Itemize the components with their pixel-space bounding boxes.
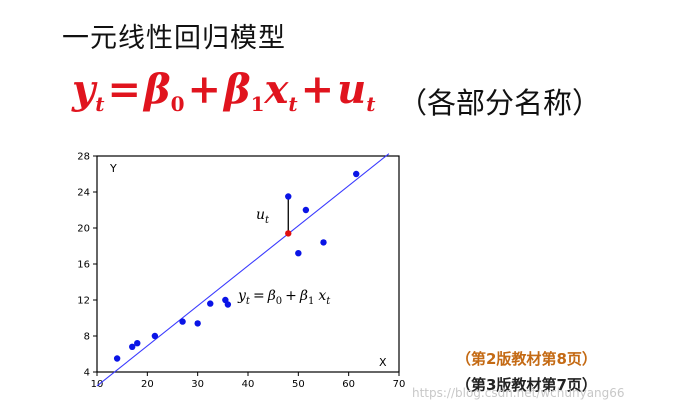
y-tick-label: 16 (77, 260, 90, 271)
data-point (353, 170, 360, 178)
y-tick-label: 12 (77, 296, 90, 307)
regression-formula: yt=β0+β1xt+ut (72, 66, 376, 116)
x-tick-label: 60 (342, 379, 355, 390)
y-tick-label: 28 (77, 152, 90, 163)
data-point (302, 206, 310, 214)
data-point (285, 193, 292, 200)
data-point (194, 320, 201, 327)
watermark: https://blog.csdn.net/wchunyang66 (412, 386, 625, 400)
x-tick-label: 70 (393, 379, 406, 390)
y-tick-label: 20 (77, 224, 90, 235)
plot-frame (96, 155, 400, 373)
data-point (320, 239, 327, 246)
data-point (207, 300, 214, 307)
data-point (113, 355, 121, 362)
x-tick-label: 40 (242, 379, 255, 390)
x-tick-label: 30 (191, 379, 204, 390)
data-point (129, 343, 136, 350)
regression-line (96, 153, 390, 387)
y-tick-label: 24 (77, 188, 90, 199)
data-point (134, 340, 141, 347)
x-tick-label: 50 (292, 379, 305, 390)
reference-2nd-edition: （第2版教材第8页） (456, 350, 597, 368)
reference-3rd-edition: （第3版教材第7页） (456, 376, 597, 394)
data-point (179, 318, 186, 325)
data-point (295, 250, 302, 257)
y-tick-label: 8 (84, 332, 90, 343)
fitted-point (285, 230, 292, 237)
x-axis-label: X (379, 356, 387, 369)
regression-line-label: yt = β0 + β1 xt (237, 288, 331, 307)
slide-title: 一元线性回归模型 (62, 23, 286, 54)
x-tick-label: 10 (91, 379, 104, 390)
x-tick-label: 20 (141, 379, 154, 390)
component-names-note: （各部分名称） (398, 86, 602, 120)
y-axis-label: Y (109, 162, 117, 175)
y-tick-label: 4 (84, 368, 90, 379)
residual-label: ut (256, 207, 270, 226)
scatter-regression-chart: 10 20 30 40 50 60 70 4 8 12 16 20 24 28 Y X ut yt = β0 +… (77, 152, 406, 391)
data-point (151, 332, 159, 340)
data-point (224, 301, 232, 308)
